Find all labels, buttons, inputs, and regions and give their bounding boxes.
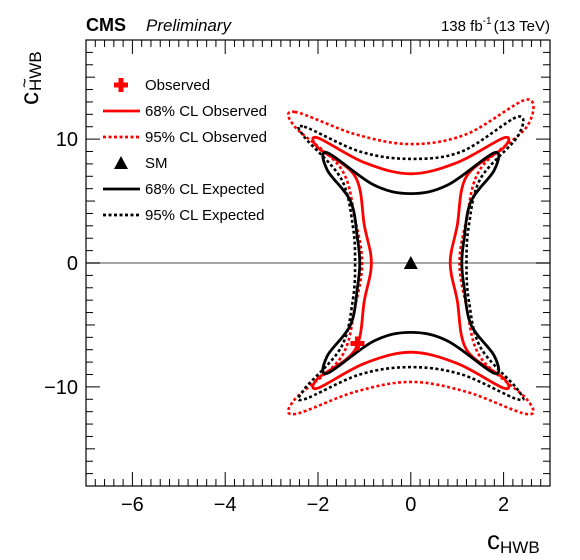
y-tick-label: 0 — [67, 253, 78, 275]
lumi-exponent: -1 — [483, 16, 492, 27]
lumi-energy: (13 TeV) — [494, 18, 550, 35]
y-tick-label: −10 — [44, 377, 78, 399]
x-axis-title-sub: HWB — [500, 538, 540, 557]
legend: Observed 68% CL Observed 95% CL Observed SM… — [103, 77, 267, 224]
axes-layer: −6 −4 −2 0 2 −10 0 10 — [44, 39, 551, 516]
x-tick-label: −2 — [307, 494, 330, 516]
contour-layer — [286, 98, 535, 416]
status-label: Preliminary — [146, 16, 233, 35]
contour-68-cl-expected — [321, 151, 501, 375]
x-tick-label: −6 — [121, 494, 144, 516]
legend-triangle-icon — [114, 156, 128, 169]
legend-item: 68% CL Expected — [103, 181, 265, 198]
y-axis-title-sub: HWB — [26, 51, 45, 91]
x-tick-label: −4 — [214, 494, 237, 516]
legend-item: SM — [114, 155, 168, 172]
legend-item: Observed — [114, 77, 210, 94]
y-axis-title-main: c — [14, 92, 44, 105]
point-layer — [350, 256, 418, 351]
legend-cross-icon — [114, 78, 128, 92]
observed-point-marker — [350, 336, 365, 351]
y-axis-title: cHWB ~ — [14, 51, 45, 105]
contour-95-cl-observed — [286, 98, 535, 416]
x-tick-label: 2 — [498, 494, 509, 516]
lumi-value: 138 fb — [441, 18, 483, 35]
sm-point-marker — [403, 256, 418, 269]
x-axis-title-main: c — [487, 525, 500, 555]
x-axis-title: cHWB — [487, 525, 540, 557]
plot-frame — [85, 39, 551, 487]
legend-item: 95% CL Expected — [103, 207, 265, 224]
x-tick-label: 0 — [405, 494, 416, 516]
legend-label: 68% CL Observed — [145, 103, 267, 120]
y-axis-title-accent: ~ — [15, 78, 34, 88]
y-tick-label: 10 — [56, 129, 78, 151]
contour-68-cl-observed — [311, 135, 511, 391]
lumi-label: 138 fb-1 (13 TeV) — [441, 16, 550, 35]
legend-label: 95% CL Observed — [145, 129, 267, 146]
svg-text:cHWB: cHWB — [14, 51, 45, 105]
legend-label: SM — [145, 155, 168, 172]
legend-item: 95% CL Observed — [103, 129, 267, 146]
contour-95-cl-expected — [296, 115, 525, 402]
legend-label: 95% CL Expected — [145, 207, 265, 224]
legend-label: Observed — [145, 77, 210, 94]
legend-label: 68% CL Expected — [145, 181, 265, 198]
legend-item: 68% CL Observed — [103, 103, 267, 120]
experiment-label: CMS — [86, 15, 126, 35]
